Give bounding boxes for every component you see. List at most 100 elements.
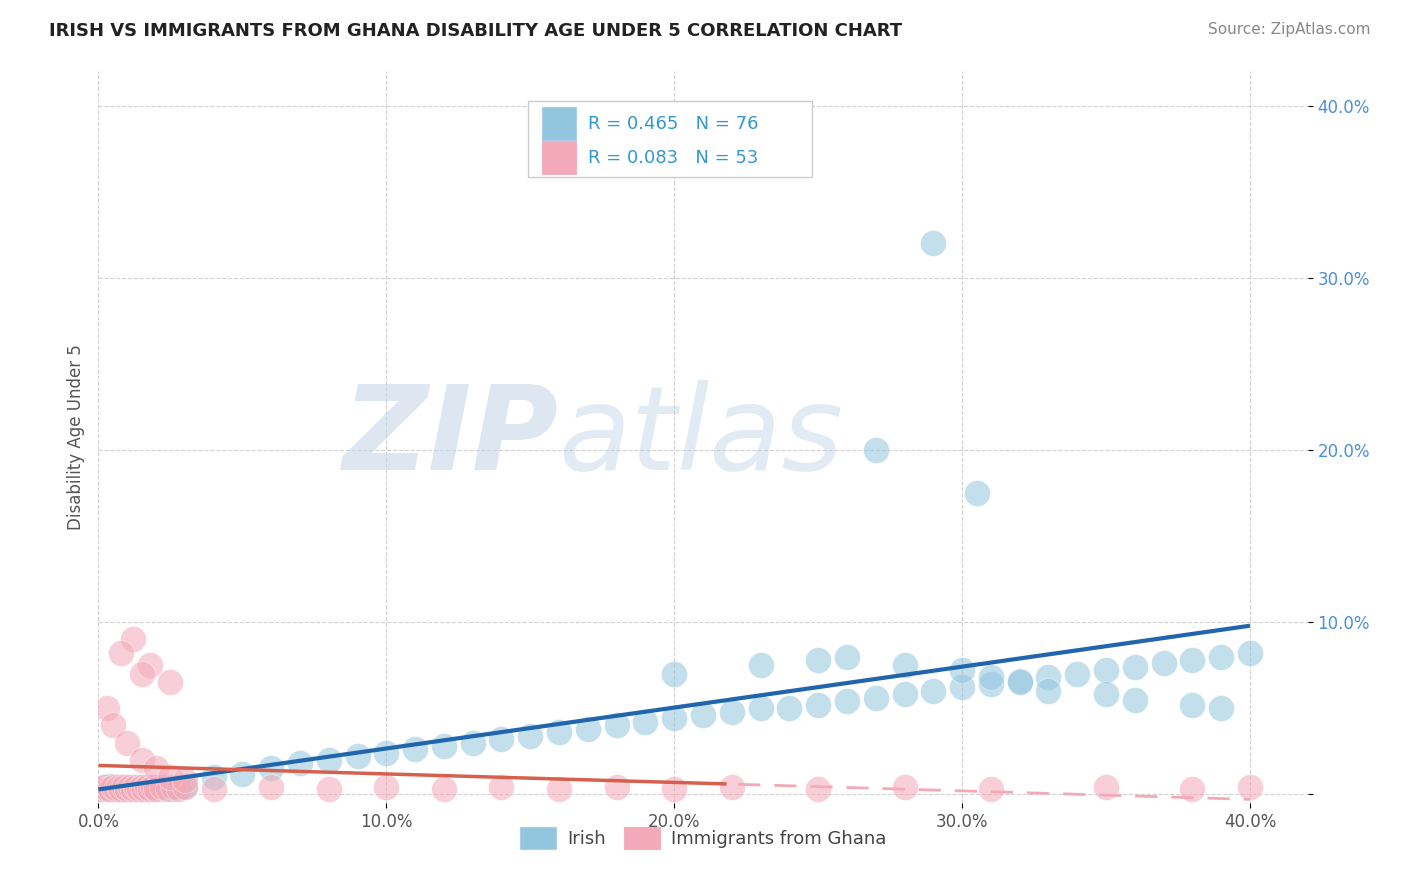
Point xyxy=(96,701,118,715)
Point xyxy=(98,779,121,793)
Point xyxy=(1095,663,1118,677)
Point xyxy=(159,675,181,690)
Point xyxy=(122,780,145,795)
Point xyxy=(110,646,132,660)
Point xyxy=(950,663,973,677)
Point xyxy=(318,753,340,767)
Point xyxy=(101,780,124,795)
Point xyxy=(122,632,145,647)
Point xyxy=(90,782,112,797)
Point xyxy=(112,782,135,797)
Point xyxy=(159,770,181,784)
Point xyxy=(104,780,127,795)
Point xyxy=(749,658,772,673)
Point xyxy=(139,780,162,795)
Point xyxy=(173,779,195,793)
Point xyxy=(231,766,253,780)
Point xyxy=(173,773,195,788)
Point xyxy=(104,782,127,797)
Point xyxy=(96,782,118,797)
Bar xyxy=(543,142,576,174)
Point xyxy=(606,780,628,795)
Point xyxy=(128,782,150,797)
Point xyxy=(131,780,153,795)
Point xyxy=(692,708,714,723)
Point xyxy=(101,718,124,732)
Point xyxy=(1181,782,1204,797)
Point xyxy=(807,782,830,797)
Bar xyxy=(543,107,576,140)
Point xyxy=(807,653,830,667)
Point xyxy=(950,681,973,695)
Point xyxy=(120,782,142,797)
Point xyxy=(606,718,628,732)
Point xyxy=(122,782,145,797)
Point xyxy=(1239,646,1261,660)
Point xyxy=(893,658,915,673)
Point xyxy=(107,780,129,795)
Point xyxy=(156,780,179,795)
Point xyxy=(548,725,571,739)
Point xyxy=(1239,780,1261,795)
Point xyxy=(1181,698,1204,712)
Point xyxy=(1038,670,1060,684)
Point xyxy=(136,780,159,795)
Point xyxy=(720,705,742,719)
Point xyxy=(1008,673,1031,688)
Point xyxy=(167,780,190,795)
Point xyxy=(120,780,142,795)
Point xyxy=(966,486,988,500)
Point xyxy=(156,782,179,797)
Point xyxy=(1095,687,1118,701)
Point xyxy=(131,782,153,797)
Point xyxy=(922,236,945,251)
Point xyxy=(125,782,148,797)
Point xyxy=(145,780,167,795)
Y-axis label: Disability Age Under 5: Disability Age Under 5 xyxy=(66,344,84,530)
Point xyxy=(145,782,167,797)
Point xyxy=(167,782,190,797)
Point xyxy=(865,690,887,705)
Point xyxy=(110,782,132,797)
Text: R = 0.465   N = 76: R = 0.465 N = 76 xyxy=(588,115,759,133)
Point xyxy=(461,735,484,749)
Point xyxy=(101,782,124,797)
Point xyxy=(136,782,159,797)
Point xyxy=(346,749,368,764)
Point xyxy=(433,782,456,797)
Point xyxy=(1153,657,1175,671)
Point xyxy=(1008,675,1031,690)
Point xyxy=(893,687,915,701)
Point xyxy=(548,782,571,797)
Point xyxy=(260,761,283,775)
Point xyxy=(115,780,138,795)
Point xyxy=(433,739,456,753)
Text: atlas: atlas xyxy=(558,380,844,494)
Point xyxy=(128,780,150,795)
Point xyxy=(980,677,1002,691)
Point xyxy=(318,782,340,797)
Point xyxy=(150,780,173,795)
Point xyxy=(1066,666,1088,681)
Point xyxy=(145,761,167,775)
Point xyxy=(375,780,398,795)
Point xyxy=(491,780,513,795)
Point xyxy=(980,782,1002,797)
Point xyxy=(1211,701,1233,715)
Bar xyxy=(527,101,811,178)
Point xyxy=(634,714,657,729)
Point xyxy=(1038,684,1060,698)
Point xyxy=(865,442,887,457)
Point xyxy=(162,780,184,795)
Point xyxy=(134,782,156,797)
Point xyxy=(260,780,283,795)
Point xyxy=(90,782,112,797)
Point xyxy=(980,670,1002,684)
Point xyxy=(131,753,153,767)
Point xyxy=(288,756,311,771)
Point xyxy=(1095,780,1118,795)
Point xyxy=(664,782,686,797)
Point xyxy=(893,780,915,795)
Point xyxy=(835,694,858,708)
Point xyxy=(1181,653,1204,667)
